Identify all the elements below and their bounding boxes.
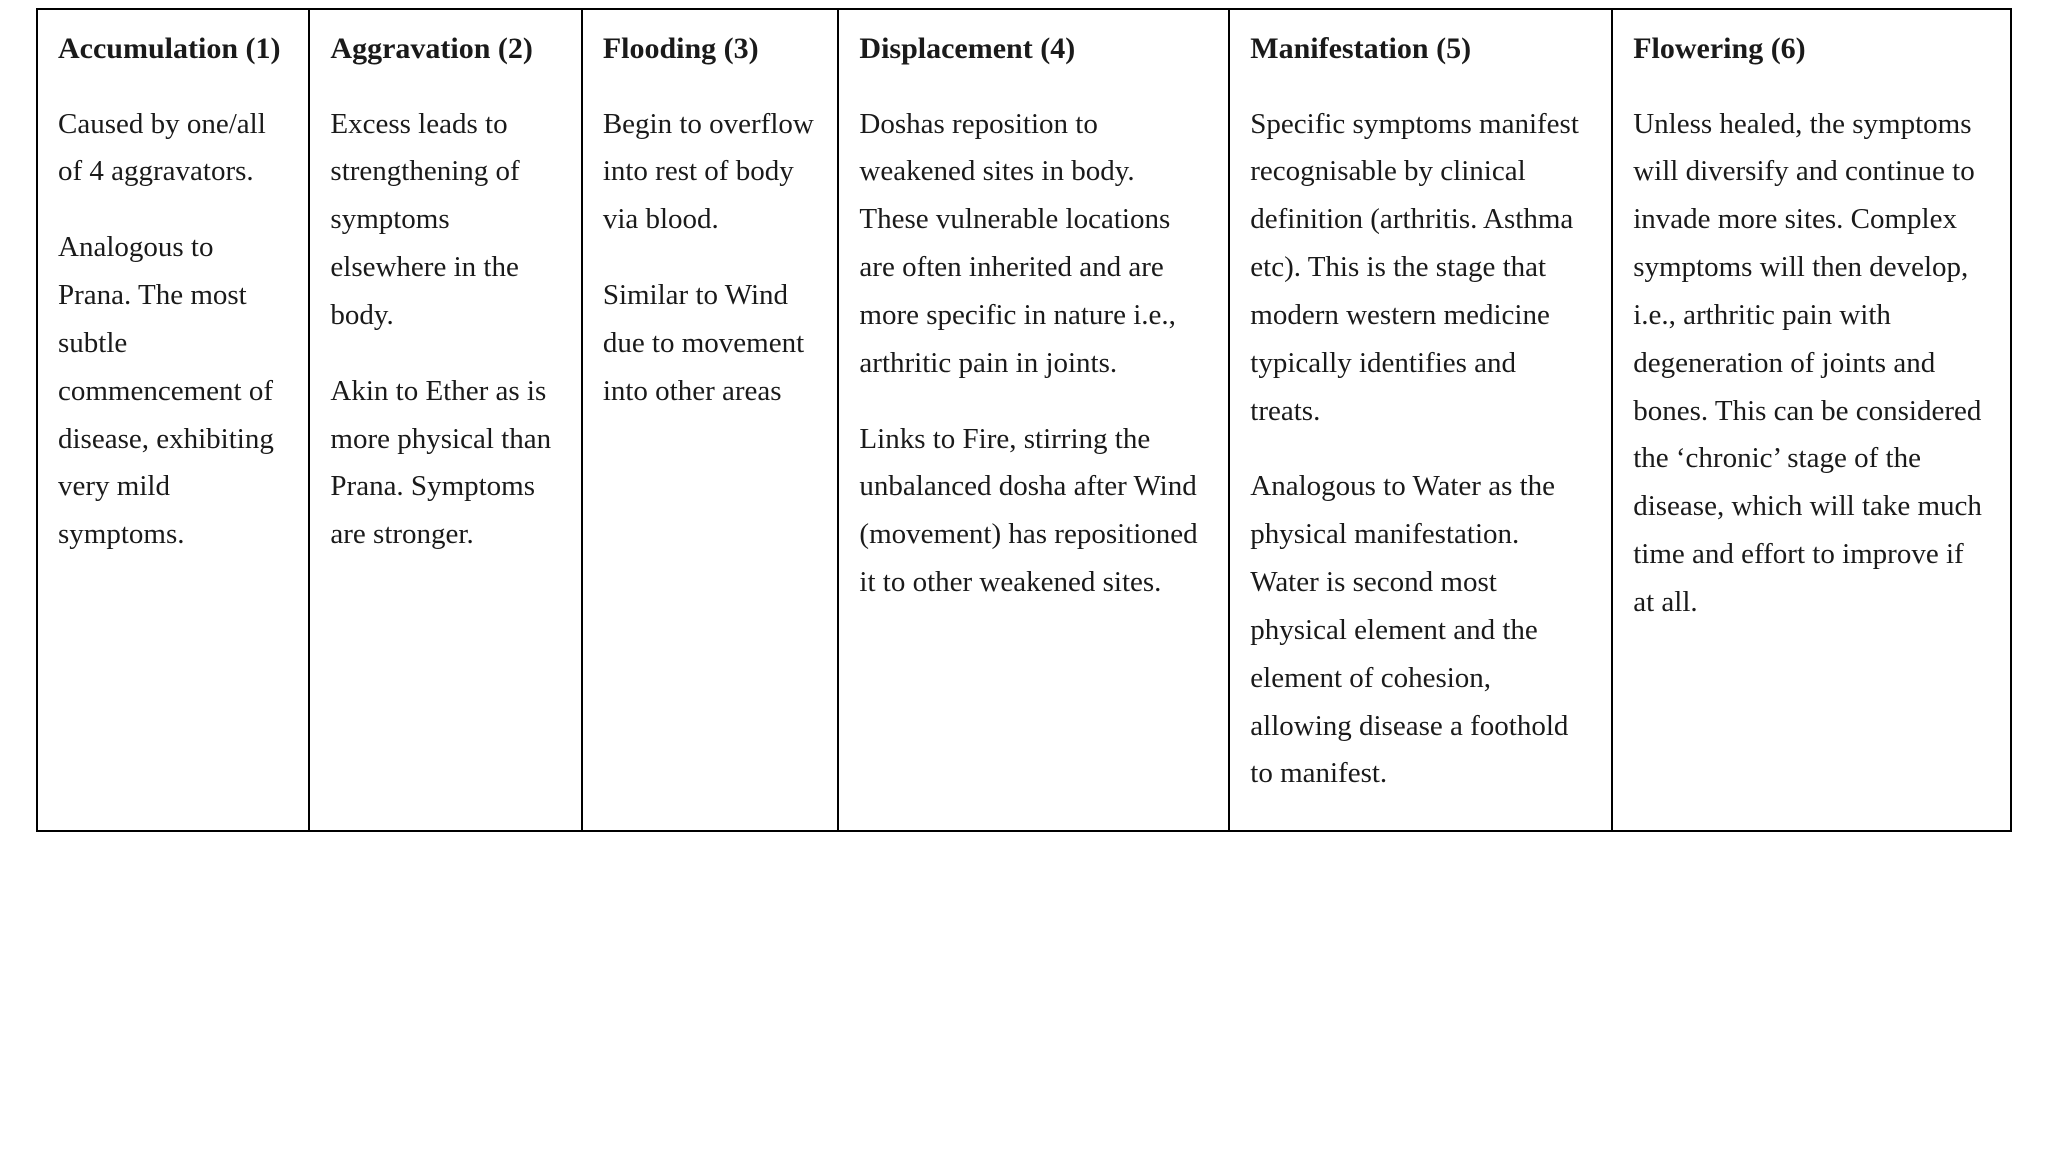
cell-paragraph: Akin to Ether as is more physical than P… — [330, 368, 560, 559]
cell-paragraph: Excess leads to strengthening of symptom… — [330, 101, 560, 340]
cell-paragraph: Caused by one/all of 4 aggravators. — [58, 101, 288, 197]
cell-displacement: Displacement (4) Doshas reposition to we… — [838, 9, 1229, 831]
cell-heading: Accumulation (1) — [58, 26, 288, 73]
cell-paragraph: Analogous to Water as the physical manif… — [1250, 463, 1591, 798]
cell-paragraph: Unless healed, the symptoms will diversi… — [1633, 101, 1990, 627]
cell-aggravation: Aggravation (2) Excess leads to strength… — [309, 9, 581, 831]
cell-paragraph: Doshas reposition to weakened sites in b… — [859, 101, 1208, 388]
cell-paragraph: Similar to Wind due to movement into oth… — [603, 272, 818, 416]
cell-paragraph: Begin to overflow into rest of body via … — [603, 101, 818, 245]
cell-heading: Displacement (4) — [859, 26, 1208, 73]
disease-stages-table-page: Accumulation (1) Caused by one/all of 4 … — [0, 0, 2048, 952]
cell-paragraph: Analogous to Prana. The most subtle comm… — [58, 224, 288, 559]
cell-flowering: Flowering (6) Unless healed, the symptom… — [1612, 9, 2011, 831]
cell-accumulation: Accumulation (1) Caused by one/all of 4 … — [37, 9, 309, 831]
cell-heading: Manifestation (5) — [1250, 26, 1591, 73]
cell-paragraph: Links to Fire, stirring the unbalanced d… — [859, 416, 1208, 607]
table-row: Accumulation (1) Caused by one/all of 4 … — [37, 9, 2011, 831]
cell-manifestation: Manifestation (5) Specific symptoms mani… — [1229, 9, 1612, 831]
cell-heading: Flooding (3) — [603, 26, 818, 73]
cell-heading: Aggravation (2) — [330, 26, 560, 73]
cell-paragraph: Specific symptoms manifest recognisable … — [1250, 101, 1591, 436]
disease-stages-table: Accumulation (1) Caused by one/all of 4 … — [36, 8, 2012, 832]
cell-heading: Flowering (6) — [1633, 26, 1990, 73]
cell-flooding: Flooding (3) Begin to overflow into rest… — [582, 9, 839, 831]
